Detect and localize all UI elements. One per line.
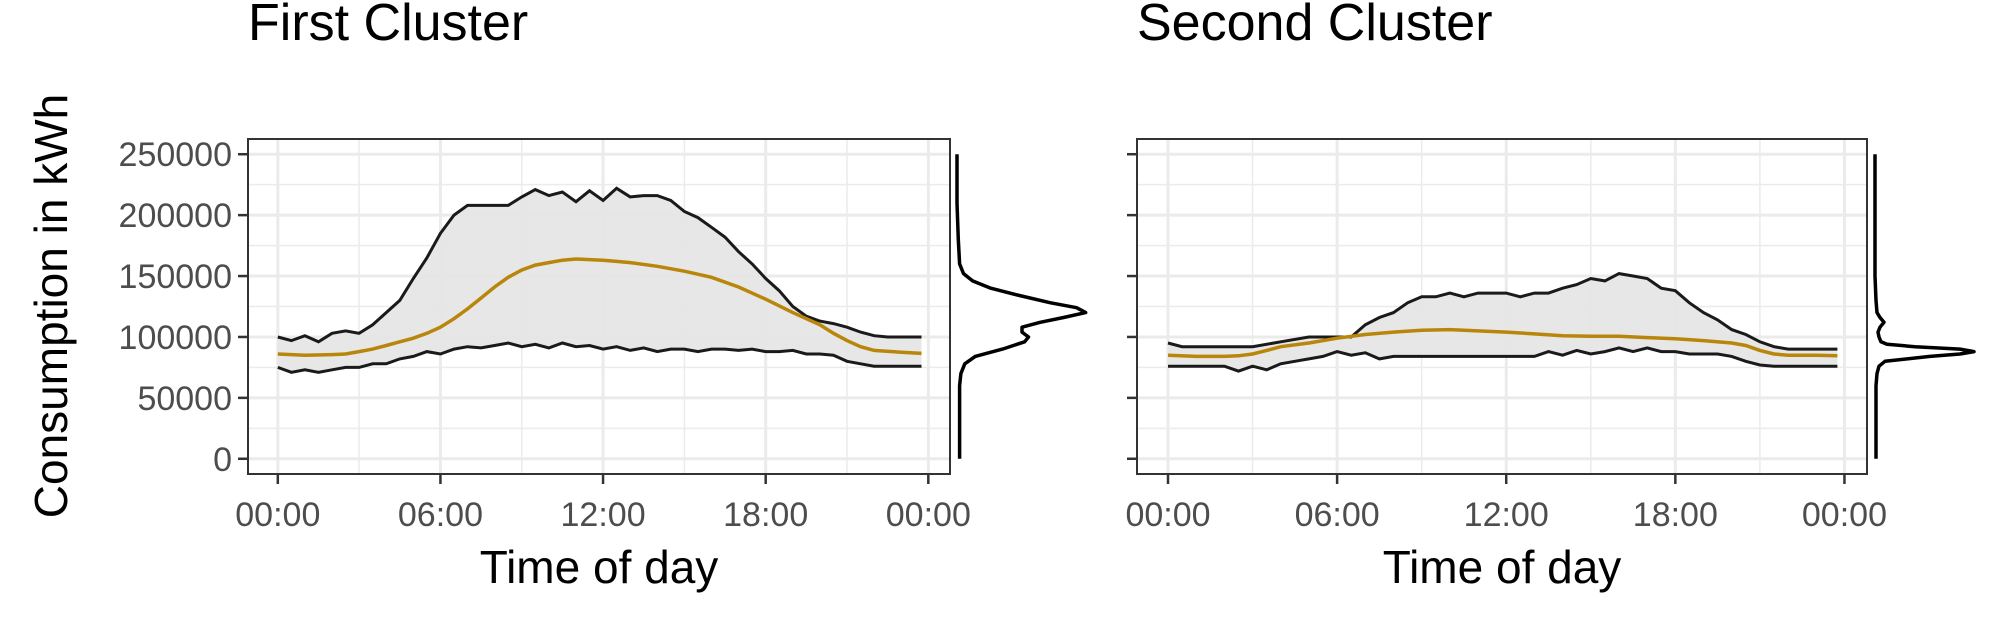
x-tick-label: 06:00 xyxy=(1295,496,1380,534)
x-tick-label: 12:00 xyxy=(1464,496,1549,534)
x-tick-label: 00:00 xyxy=(1802,496,1887,534)
series-upper-line xyxy=(277,186,922,344)
x-tick-label: 00:00 xyxy=(1125,496,1210,534)
series-mean-line xyxy=(277,257,922,357)
panel-second-cluster: Second Cluster 00:00 06:00 12:00 18:00 00:00 T… xyxy=(1125,0,1976,593)
panel-border xyxy=(1136,138,1868,475)
y-tick-label: 0 xyxy=(213,441,232,479)
x-axis-title: Time of day xyxy=(480,541,719,593)
x-tick-label: 18:00 xyxy=(1633,496,1718,534)
y-tick-label: 100000 xyxy=(119,319,232,357)
x-tick-label: 18:00 xyxy=(723,496,808,534)
marginal-density-curve xyxy=(1873,154,1976,459)
x-tick-label: 00:00 xyxy=(886,496,971,534)
y-tick-label: 200000 xyxy=(119,197,232,235)
panel-title: First Cluster xyxy=(248,0,528,52)
marginal-density-curve xyxy=(955,154,1088,459)
panel-border xyxy=(247,138,951,475)
panel-title: Second Cluster xyxy=(1137,0,1493,52)
x-tick-label: 00:00 xyxy=(235,496,320,534)
y-tick-label: 150000 xyxy=(119,258,232,296)
y-axis-title: Consumption in kWh xyxy=(25,94,77,518)
series-mean-line xyxy=(1167,327,1838,359)
x-axis-title: Time of day xyxy=(1383,541,1622,593)
series-lower-line xyxy=(277,341,922,374)
series-lower-line xyxy=(1168,346,1838,373)
x-tick-label: 06:00 xyxy=(398,496,483,534)
y-tick-label: 250000 xyxy=(119,136,232,174)
x-tick-label: 12:00 xyxy=(561,496,646,534)
range-band xyxy=(1168,273,1838,372)
y-tick-label: 50000 xyxy=(137,380,232,418)
